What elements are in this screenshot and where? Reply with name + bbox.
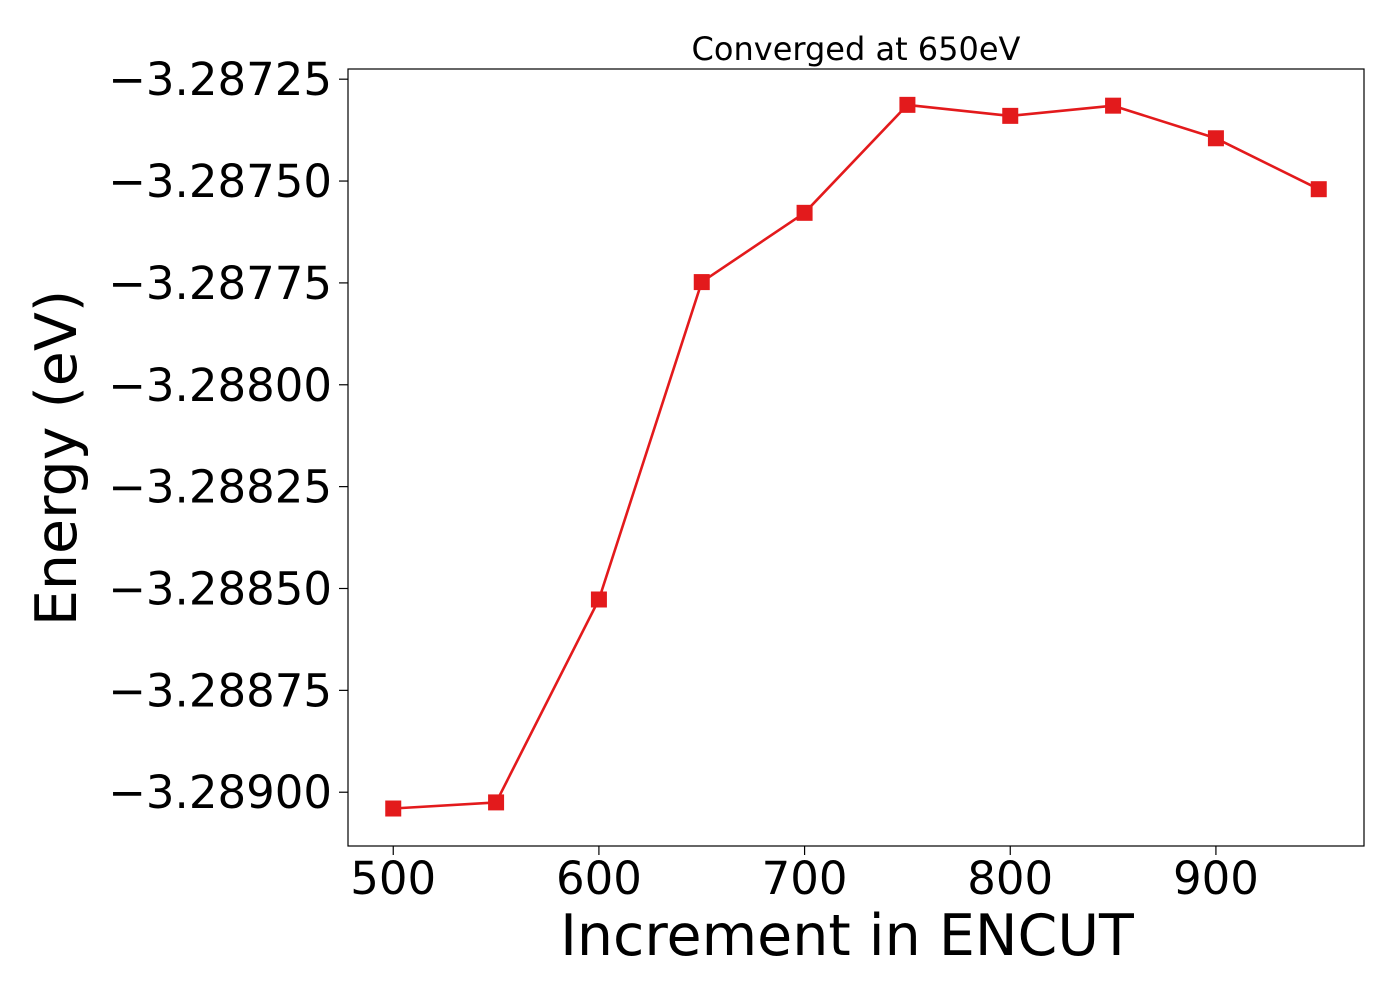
series-layer [385,96,1327,817]
x-tick-label: 800 [967,852,1053,905]
y-tick-label: −3.28750 [108,155,332,208]
x-tick-label: 600 [556,852,642,905]
y-tick-label: −3.28825 [108,461,332,514]
data-point-marker [1105,97,1122,114]
x-tick-label: 900 [1173,852,1259,905]
y-tick-label: −3.28900 [108,766,332,819]
data-point-marker [693,274,710,291]
x-axis: 500 600 700 800 900 [350,846,1259,905]
y-tick-label: −3.28775 [108,257,332,310]
data-point-marker [1207,130,1224,147]
chart-title: Converged at 650eV [692,30,1021,68]
data-point-marker [1002,107,1019,124]
y-tick-label: −3.28800 [108,359,332,412]
y-tick-label: −3.28875 [108,664,332,717]
y-tick-label: −3.28725 [108,53,332,106]
plot-area-frame [347,68,1365,847]
data-point-marker [1310,181,1327,198]
y-tick-label: −3.28850 [108,562,332,615]
y-axis: −3.28725 −3.28750 −3.28775 −3.28800 −3.28825… [108,53,348,819]
y-axis-label: Energy (eV) [24,290,90,626]
data-point-marker [796,204,813,221]
data-point-marker [488,794,505,811]
data-point-marker [590,591,607,608]
series-line [393,103,1320,810]
x-tick-label: 700 [762,852,848,905]
data-point-marker [899,96,916,113]
data-point-marker [385,800,402,817]
x-axis-label: Increment in ENCUT [560,903,1134,969]
x-tick-label: 500 [350,852,436,905]
